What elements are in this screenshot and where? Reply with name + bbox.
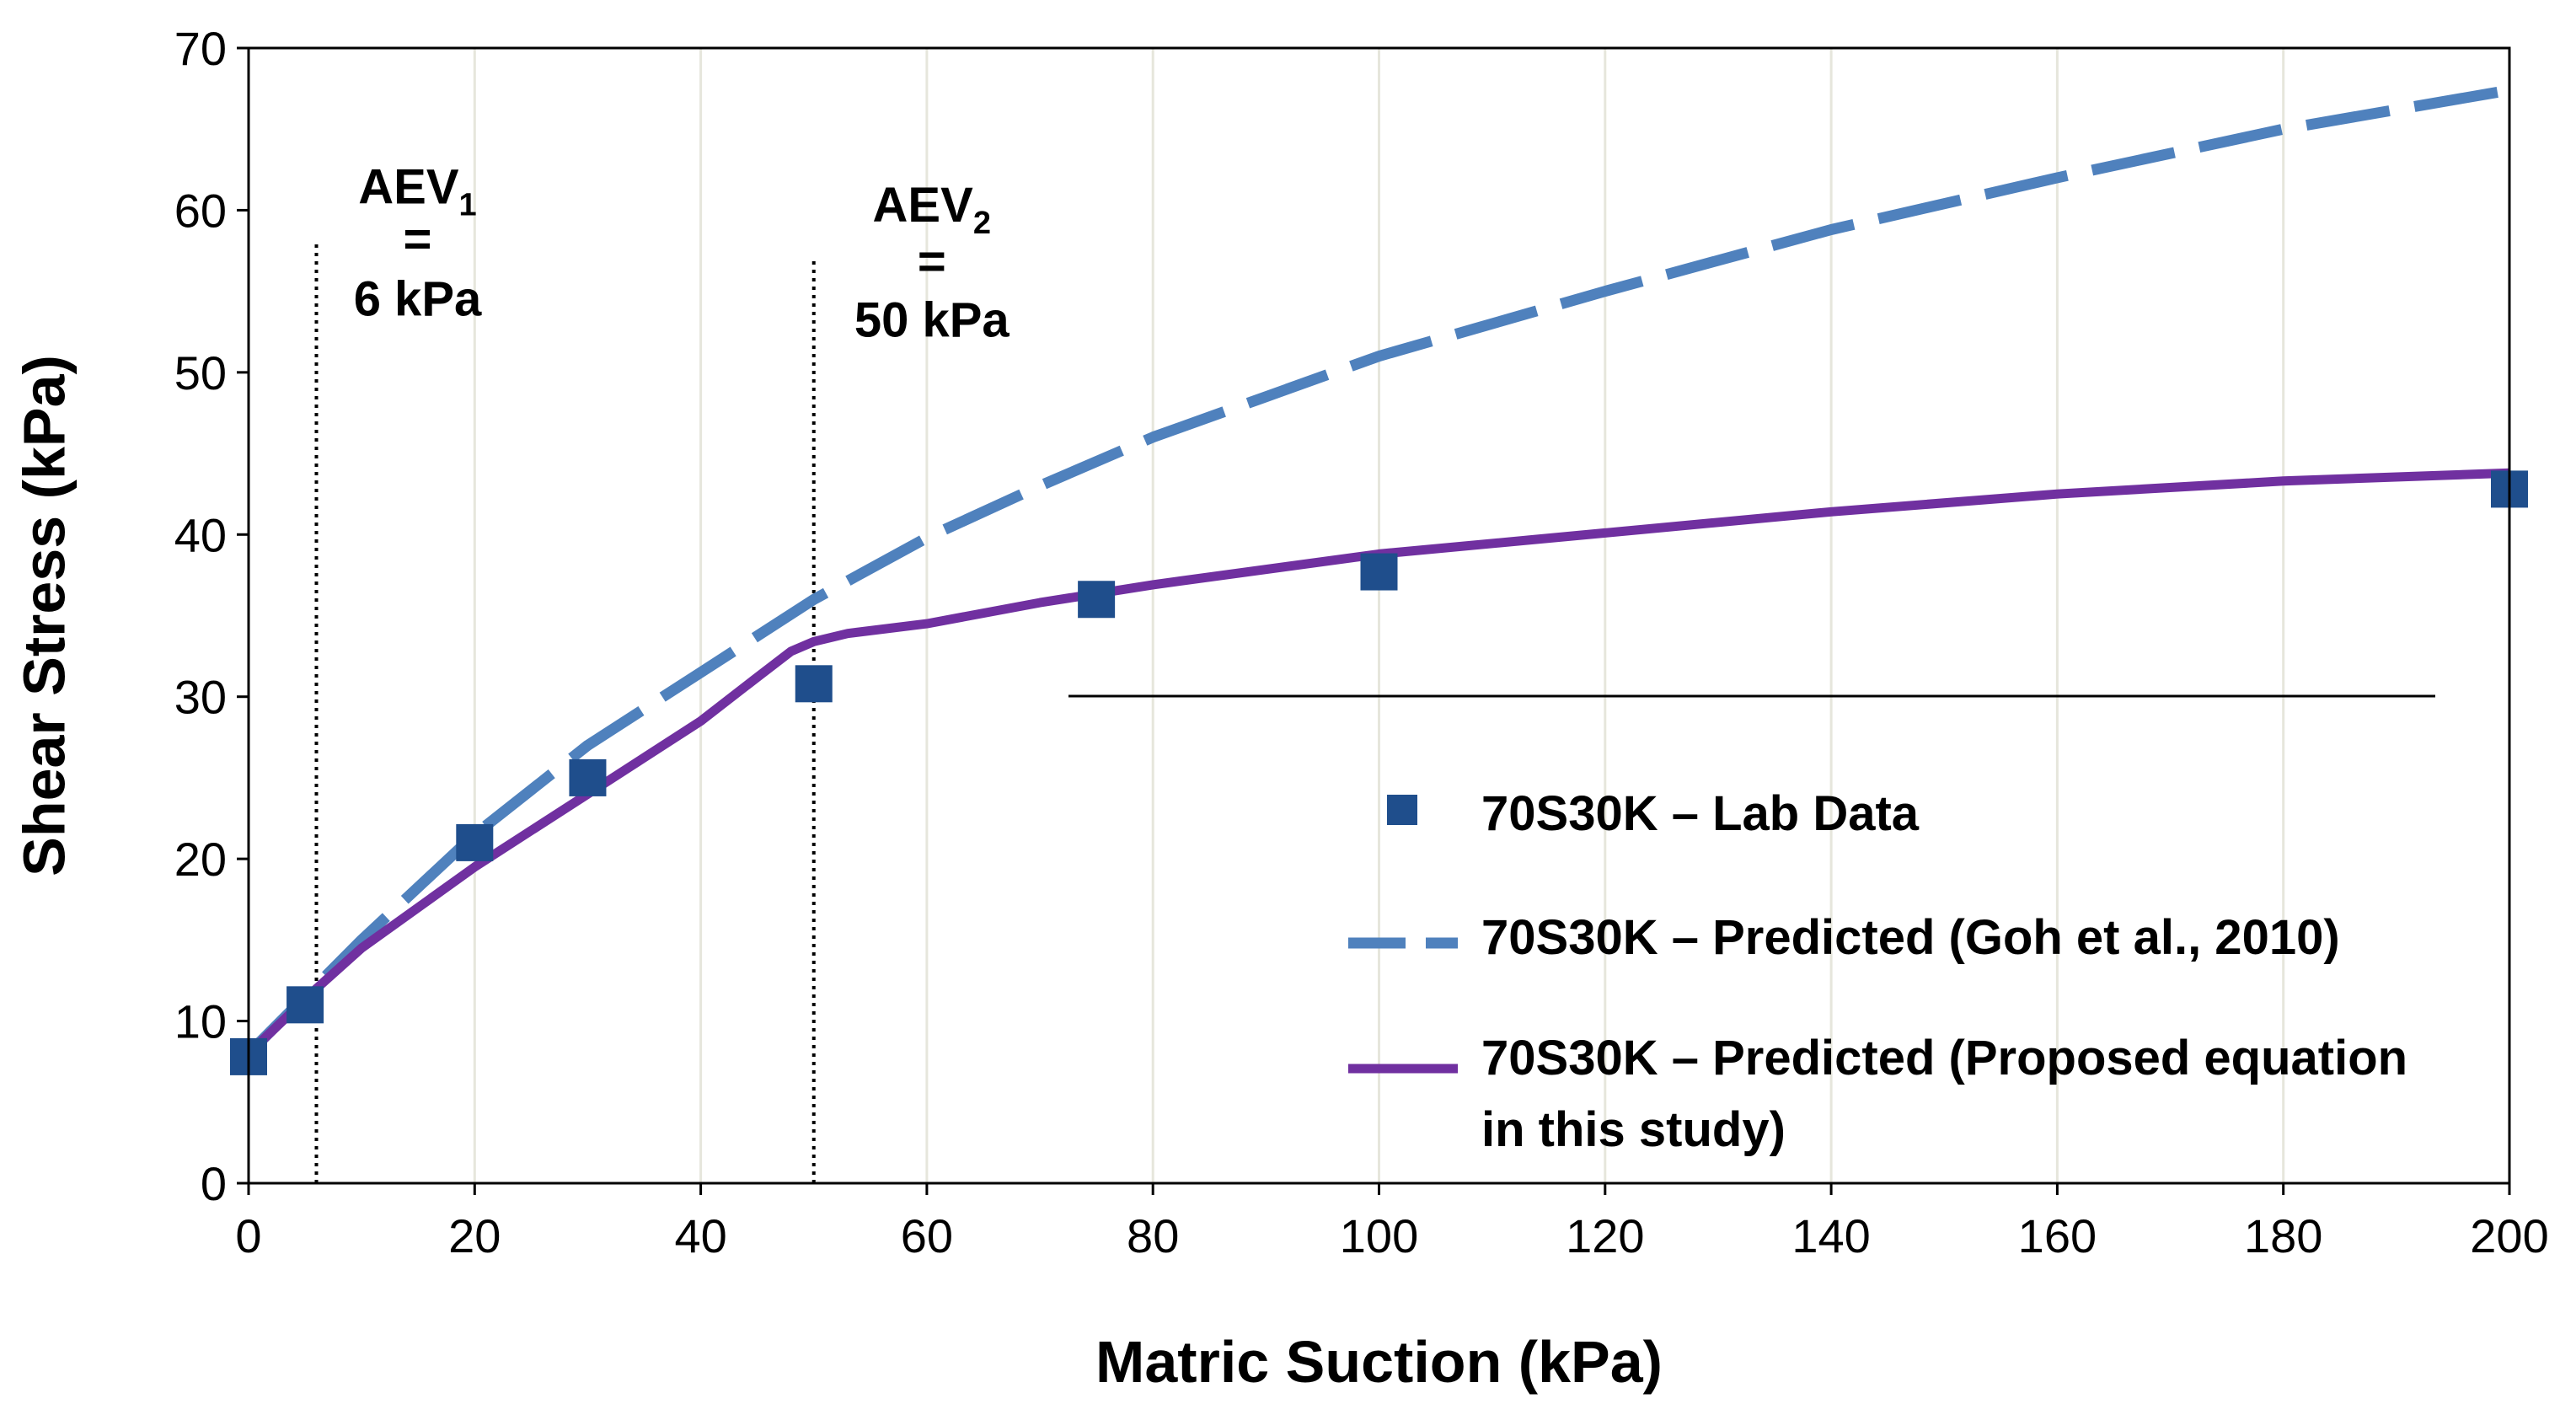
x-tick-label-180: 180 <box>2244 1209 2322 1262</box>
y-tick-label-30: 30 <box>174 671 227 724</box>
annotation-aev2-value: 50 kPa <box>854 293 1010 348</box>
legend-label-proposed-line1: 70S30K – Predicted (Proposed equation <box>1481 1031 2407 1085</box>
series-line-goh-2010 <box>244 84 2511 1058</box>
lab-data-point-20 <box>456 823 494 861</box>
x-tick-label-0: 0 <box>235 1209 261 1262</box>
lab-data-point-5 <box>287 986 324 1024</box>
annotation-aev1: AEV1 = 6 kPa <box>354 160 482 327</box>
x-tick-label-60: 60 <box>901 1209 953 1262</box>
lab-data-point-75 <box>1078 581 1116 619</box>
legend: 70S30K – Lab Data 70S30K – Predicted (Go… <box>1068 694 2435 1157</box>
y-axis-title: Shear Stress (kPa) <box>11 355 77 876</box>
x-tick-label-200: 200 <box>2470 1209 2548 1262</box>
legend-label-goh: 70S30K – Predicted (Goh et al., 2010) <box>1481 910 2340 965</box>
legend-label-lab-data: 70S30K – Lab Data <box>1481 786 1920 841</box>
y-tick-label-0: 0 <box>201 1157 227 1210</box>
x-tick-label-40: 40 <box>674 1209 726 1262</box>
x-tick-label-80: 80 <box>1127 1209 1179 1262</box>
lab-data-point-30 <box>569 758 607 796</box>
lab-data-point-50 <box>795 665 833 703</box>
x-tick-label-20: 20 <box>448 1209 501 1262</box>
series-line-proposed <box>245 468 2510 1058</box>
y-tick-label-10: 10 <box>174 995 227 1048</box>
lab-data-point-100 <box>1360 553 1398 591</box>
y-tick-label-50: 50 <box>174 346 227 399</box>
gridlines <box>473 48 2285 1183</box>
y-tick-label-20: 20 <box>174 833 227 886</box>
annotation-aev2-equals: = <box>918 234 946 289</box>
annotation-aev1-equals: = <box>404 212 432 266</box>
x-tick-label-100: 100 <box>1340 1209 1418 1262</box>
legend-marker-lab-data <box>1387 795 1417 825</box>
y-tick-label-60: 60 <box>174 184 227 237</box>
y-tick-label-40: 40 <box>174 508 227 561</box>
annotation-aev1-value: 6 kPa <box>354 272 482 327</box>
x-tick-label-120: 120 <box>1566 1209 1644 1262</box>
x-axis-title: Matric Suction (kPa) <box>1095 1329 1663 1395</box>
annotation-aev2: AEV2 = 50 kPa <box>854 178 1010 348</box>
reference-lines <box>314 242 816 1183</box>
x-tick-label-140: 140 <box>1791 1209 1870 1262</box>
series-lines <box>244 84 2511 1058</box>
y-tick-label-70: 70 <box>174 22 227 75</box>
legend-label-proposed-line2: in this study) <box>1481 1102 1786 1157</box>
annotation-aev2-label: AEV2 <box>873 178 991 241</box>
annotation-aev1-label: AEV1 <box>358 160 476 223</box>
axis-ticks: 0 20 40 60 80 100 120 140 160 180 200 0 10 20 30 40 50 60… <box>174 22 2549 1262</box>
x-tick-label-160: 160 <box>2018 1209 2097 1262</box>
